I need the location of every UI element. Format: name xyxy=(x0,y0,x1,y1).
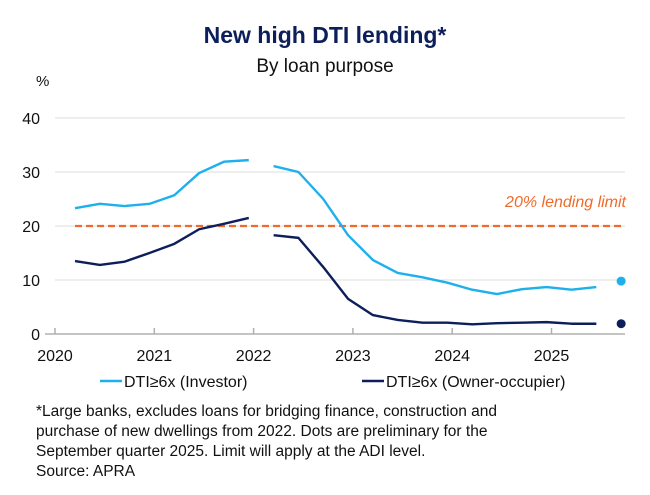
y-tick-label: 0 xyxy=(31,327,40,344)
footnote-line: September quarter 2025. Limit will apply… xyxy=(36,443,426,460)
y-tick-label: 20 xyxy=(22,219,40,236)
chart-subtitle: By loan purpose xyxy=(256,56,394,77)
footnote-line: purchase of new dwellings from 2022. Dot… xyxy=(36,423,488,440)
reference-line-label: 20% lending limit xyxy=(504,194,627,211)
footnote-line: *Large banks, excludes loans for bridgin… xyxy=(36,403,497,420)
footnote: *Large banks, excludes loans for bridgin… xyxy=(36,402,636,482)
footnote-line: Source: APRA xyxy=(36,463,136,480)
y-tick-label: 10 xyxy=(22,273,40,290)
preliminary-dot xyxy=(616,276,626,286)
x-tick-label: 2021 xyxy=(137,348,173,365)
legend-label: DTI≥6x (Owner-occupier) xyxy=(386,374,565,391)
series-line xyxy=(74,158,249,210)
series-line xyxy=(273,164,597,296)
chart-title: New high DTI lending* xyxy=(203,22,447,48)
x-tick-label: 2023 xyxy=(335,348,371,365)
plot-area: % 0 10 20 30 40 2020 2021 2022 2023 2024 2025 20% le… xyxy=(22,73,627,391)
y-tick-label: 40 xyxy=(22,111,40,128)
x-tick-label: 2022 xyxy=(236,348,272,365)
x-tick-label: 2024 xyxy=(434,348,470,365)
legend-label: DTI≥6x (Investor) xyxy=(124,374,247,391)
x-tick-label: 2025 xyxy=(534,348,570,365)
series-line xyxy=(273,233,597,326)
y-tick-label: 30 xyxy=(22,165,40,182)
preliminary-dot xyxy=(616,319,626,329)
x-tick-label: 2020 xyxy=(37,348,73,365)
y-axis-label: % xyxy=(36,73,49,90)
series-line xyxy=(74,216,250,267)
